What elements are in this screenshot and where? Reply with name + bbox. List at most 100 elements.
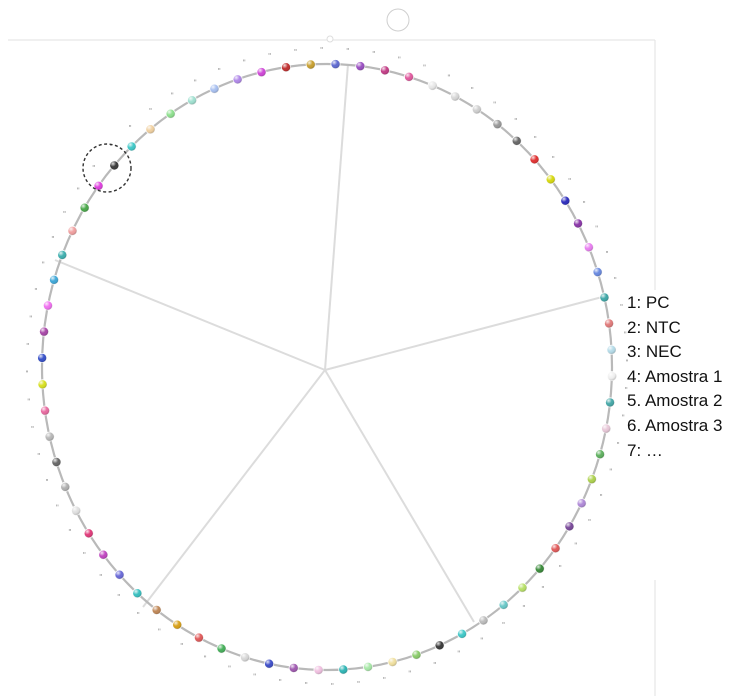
sample-bead	[605, 397, 616, 408]
position-marker: "	[372, 50, 375, 58]
sample-bead	[172, 619, 183, 630]
sample-bead	[411, 649, 422, 660]
sample-bead	[57, 249, 68, 260]
position-marker: "	[279, 678, 282, 686]
sample-bead	[67, 225, 78, 236]
position-marker: "	[99, 573, 102, 581]
position-marker: "	[243, 58, 246, 66]
position-marker: "	[137, 611, 140, 619]
position-marker: "	[574, 542, 577, 550]
position-marker: "	[582, 200, 585, 208]
position-marker: "	[614, 276, 617, 284]
sample-bead	[216, 643, 227, 654]
position-marker: "	[559, 564, 562, 572]
position-marker: "	[357, 680, 360, 688]
sample-bead	[37, 352, 48, 363]
sample-bead	[49, 274, 60, 285]
legend-item-amostra-2: 5. Amostra 2	[627, 391, 723, 411]
sample-bead	[186, 95, 197, 106]
position-marker: "	[56, 504, 59, 512]
position-marker: "	[117, 593, 120, 601]
position-marker: "	[423, 63, 426, 71]
position-marker: "	[294, 48, 297, 56]
position-marker: "	[552, 155, 555, 163]
sample-bead	[604, 318, 615, 329]
sample-bead	[193, 632, 204, 643]
position-marker: "	[408, 670, 411, 678]
sample-bead	[511, 135, 522, 146]
position-marker: "	[171, 92, 174, 100]
sample-bead	[39, 326, 50, 337]
sample-bead	[83, 528, 94, 539]
sample-bead	[109, 160, 120, 171]
position-marker: "	[480, 637, 483, 645]
position-marker: "	[31, 425, 34, 433]
sample-bead	[355, 61, 366, 72]
sample-bead	[403, 71, 414, 82]
rotor-spoke	[142, 369, 326, 608]
sample-bead	[145, 124, 156, 135]
sample-bead	[330, 59, 341, 70]
rotor-spokes	[54, 63, 607, 623]
sample-bead	[288, 662, 299, 673]
sample-bead	[79, 202, 90, 213]
sample-bead	[471, 104, 482, 115]
sample-bead	[586, 474, 597, 485]
position-marker: "	[158, 628, 161, 636]
sample-bead	[550, 543, 561, 554]
sample-bead	[529, 154, 540, 165]
position-marker: "	[522, 604, 525, 612]
sample-bead	[98, 549, 109, 560]
position-marker: "	[398, 55, 401, 63]
sample-bead	[564, 521, 575, 532]
legend-item-amostra-1: 4: Amostra 1	[627, 366, 723, 386]
sample-bead	[583, 242, 594, 253]
legend: 1: PC 2: NTC 3: NEC 4: Amostra 1 5. Amos…	[627, 291, 753, 463]
position-marker: "	[568, 177, 571, 185]
sample-bead	[232, 74, 243, 85]
legend-item-ntc: 2: NTC	[627, 317, 681, 337]
sample-bead	[305, 59, 316, 70]
sample-bead	[51, 456, 62, 467]
position-marker: "	[471, 86, 474, 94]
position-marker: "	[346, 47, 349, 55]
sample-bead	[606, 344, 617, 355]
rotor-ring	[40, 62, 614, 672]
sample-bead	[338, 664, 349, 675]
position-marker: "	[502, 621, 505, 629]
position-markers: " " " " " " " " " " " " " " " " " " " " " " " " " " " " " " " " " " " " " " " "…	[25, 46, 628, 690]
position-marker: "	[228, 665, 231, 673]
position-marker: "	[588, 518, 591, 526]
sample-bead	[264, 658, 275, 669]
sample-bead	[592, 266, 603, 277]
sample-bead	[362, 661, 373, 672]
sample-bead	[71, 505, 82, 516]
position-marker: "	[541, 585, 544, 593]
legend-item-more: 7: …	[627, 440, 663, 460]
position-marker: "	[77, 186, 80, 194]
sample-bead	[37, 379, 48, 390]
sample-bead	[40, 405, 51, 416]
position-marker: "	[599, 493, 602, 501]
highlight-circle	[82, 143, 132, 193]
position-marker: "	[624, 331, 627, 339]
position-marker: "	[63, 210, 66, 218]
sample-bead	[209, 83, 220, 94]
position-marker: "	[625, 358, 628, 366]
position-marker: "	[34, 287, 37, 295]
sample-bead	[114, 569, 125, 580]
position-marker: "	[383, 676, 386, 684]
top-small-notch	[326, 35, 334, 43]
rotor-spoke	[324, 63, 349, 371]
rotor-spoke	[324, 369, 475, 623]
position-marker: "	[45, 478, 48, 486]
sample-bead	[60, 481, 71, 492]
position-marker: "	[25, 370, 28, 378]
position-marker: "	[620, 303, 623, 311]
sample-bead	[239, 652, 250, 663]
sample-bead	[545, 174, 556, 185]
position-marker: "	[514, 117, 517, 125]
position-marker: "	[29, 314, 32, 322]
sample-bead	[534, 563, 545, 574]
